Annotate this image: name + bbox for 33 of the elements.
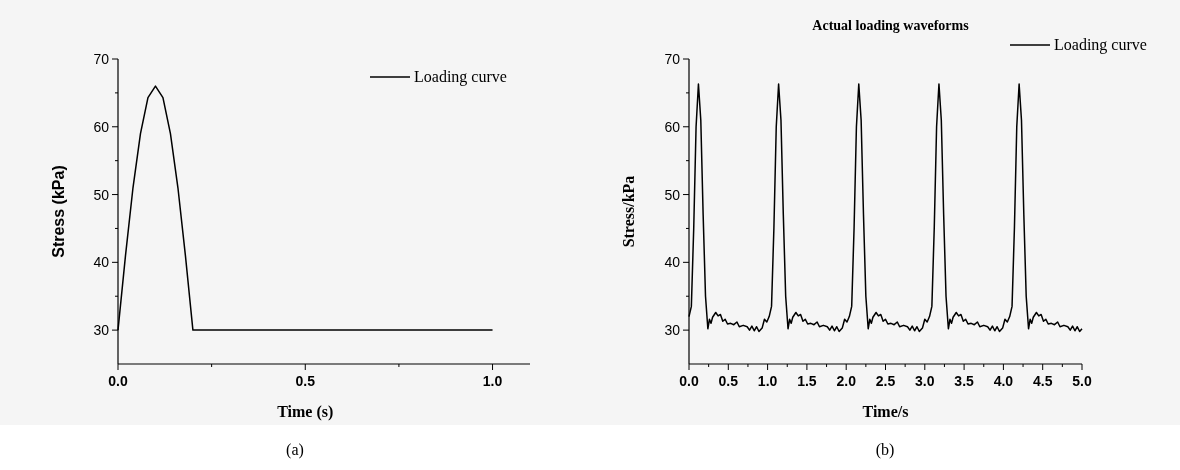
- x-tick-label: 2.0: [836, 373, 857, 389]
- y-axis-title: Stress/kPa: [620, 175, 637, 248]
- y-tick-label: 40: [664, 254, 681, 271]
- x-tick-label: 0.5: [295, 373, 316, 389]
- text: (a): [286, 441, 304, 459]
- x-tick-label: 5.0: [1072, 373, 1092, 389]
- x-tick-label: 1.0: [757, 373, 778, 389]
- x-tick-label: 2.5: [875, 373, 896, 389]
- y-axis-title: Stress (kPa): [50, 165, 67, 258]
- y-tick-label: 40: [93, 254, 110, 271]
- x-tick-label: 0.5: [718, 373, 739, 389]
- x-tick-label: 4.5: [1032, 373, 1053, 389]
- x-tick-label: 0.0: [108, 373, 128, 389]
- y-tick-label: 70: [664, 51, 681, 67]
- legend-label: Loading curve: [1054, 36, 1147, 54]
- y-tick-label: 50: [664, 186, 681, 203]
- y-tick-label: 50: [93, 186, 110, 203]
- y-tick-label: 60: [664, 118, 681, 135]
- x-tick-label: 4.0: [993, 373, 1014, 389]
- x-tick-label: 1.0: [482, 373, 503, 389]
- x-axis-title: Time (s): [277, 403, 334, 421]
- y-tick-label: 60: [93, 118, 110, 135]
- x-tick-label: 1.5: [797, 373, 817, 389]
- x-axis-title: Time/s: [862, 403, 909, 420]
- y-tick-label: 30: [93, 322, 110, 339]
- x-tick-label: 3.0: [915, 373, 935, 389]
- text: (b): [875, 441, 895, 459]
- y-tick-label: 70: [93, 51, 110, 67]
- chart-title: Actual loading waveforms: [812, 18, 970, 33]
- legend-label: Loading curve: [414, 68, 507, 86]
- y-tick-label: 30: [664, 322, 681, 339]
- x-tick-label: 3.5: [954, 373, 975, 389]
- x-tick-label: 0.0: [679, 373, 699, 389]
